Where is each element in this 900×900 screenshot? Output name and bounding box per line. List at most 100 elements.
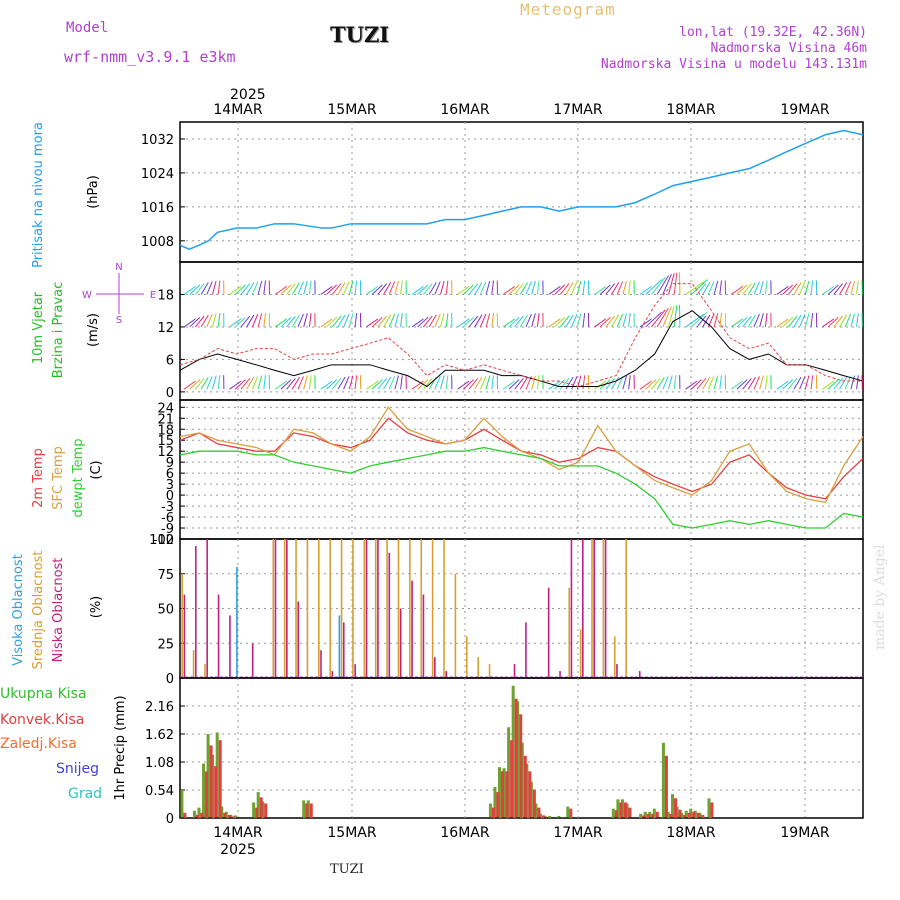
wind-barb — [217, 312, 221, 328]
wind-barb — [206, 376, 213, 390]
wind-unit: (m/s) — [86, 313, 101, 347]
wind-barb — [707, 281, 715, 295]
station-title: TUZI — [330, 22, 390, 47]
wind-barb — [326, 379, 338, 390]
wind-barb — [559, 283, 570, 295]
wind-barb — [246, 314, 255, 328]
wind-barb — [519, 282, 528, 295]
temp-unit: (C) — [89, 460, 104, 479]
panel-border — [179, 261, 864, 401]
precip-total-bar — [661, 742, 665, 818]
wind-barb — [651, 377, 661, 390]
precip-total-bar — [566, 806, 570, 818]
wind-barb — [423, 377, 433, 390]
precip-total-bar — [197, 807, 201, 818]
compass-east: E — [150, 290, 156, 301]
wind-barb — [274, 286, 287, 295]
precip-convective-bar — [696, 812, 700, 818]
precip-convective-bar — [560, 816, 564, 818]
wind-barb — [417, 317, 429, 328]
wind-barb — [559, 315, 570, 328]
wind-barb — [320, 286, 333, 295]
wind-barb — [354, 280, 358, 295]
precip-convective-bar — [491, 807, 495, 818]
wind-barb — [251, 313, 259, 328]
wind-barb — [822, 318, 835, 328]
wind-barb — [337, 376, 346, 390]
wind-barb — [656, 275, 669, 295]
wind-barb — [514, 315, 524, 328]
wind-barb — [388, 376, 396, 390]
wind-barb — [696, 377, 707, 390]
wind-barb — [599, 317, 611, 328]
wind-barb — [662, 376, 669, 390]
precip-total-bar — [698, 812, 702, 818]
precip-total-bar — [252, 802, 256, 818]
wind-barb — [690, 311, 708, 328]
wind-barb — [730, 380, 743, 390]
wind-barb — [440, 280, 445, 295]
precip-convective-bar — [569, 808, 573, 818]
precip-total-bar — [302, 800, 306, 818]
y-tick-label: 21 — [157, 412, 174, 427]
wind-barb — [423, 283, 433, 295]
wind-barb — [645, 379, 657, 390]
precip-total-bar — [666, 811, 670, 818]
wind-barb — [576, 280, 582, 295]
wind-barb — [394, 313, 400, 328]
wind-barb — [628, 375, 631, 390]
wind-barb — [331, 315, 342, 328]
wind-barb — [776, 286, 789, 295]
precip-convective-bar — [227, 814, 231, 818]
wind-barb — [662, 306, 672, 328]
precip-total-bar — [261, 801, 265, 818]
wind-barb — [856, 280, 859, 295]
wind-barb — [742, 315, 752, 328]
compass-north: N — [115, 262, 122, 273]
wind-barb — [508, 379, 520, 390]
wind-barb — [371, 284, 383, 295]
precip-convective-bar — [546, 816, 550, 818]
wind-barb — [240, 315, 251, 328]
wind-barb — [251, 376, 259, 390]
temp-dewpt-line — [179, 446, 864, 529]
temp-2m-title: 2m Temp — [31, 448, 46, 508]
cloud-unit: (%) — [89, 596, 104, 619]
wind-barb — [782, 317, 794, 328]
wind-barb — [491, 312, 495, 328]
wind-barb — [217, 280, 221, 295]
precip-total-bar — [616, 799, 620, 818]
wind-barb — [457, 318, 470, 328]
wind-barb — [833, 283, 843, 295]
wind-barb — [804, 375, 810, 390]
wind-barb — [736, 317, 748, 328]
precip-total-bar — [684, 810, 688, 818]
wind-barb — [331, 283, 342, 295]
wind-barb — [850, 313, 856, 328]
wind-barb — [474, 376, 483, 390]
wind-barb — [297, 376, 304, 390]
wind-barb — [616, 376, 624, 390]
wind-barb — [217, 375, 221, 390]
wind-barb — [348, 375, 354, 390]
wind-barb — [343, 281, 350, 295]
y-tick-label: 25 — [157, 637, 174, 652]
precip-total-bar — [229, 814, 233, 818]
y-tick-label: -9 — [161, 522, 174, 537]
wind-barb — [594, 318, 607, 328]
wind-barb — [702, 314, 711, 328]
y-tick-label: 24 — [157, 401, 174, 416]
panel-border — [179, 399, 864, 540]
y-tick-label: -6 — [161, 511, 174, 526]
wind-barb — [263, 280, 267, 295]
precip-convective-bar — [532, 789, 536, 818]
wind-barb — [833, 315, 843, 328]
precip-convective-bar — [664, 755, 668, 818]
wind-barb — [536, 280, 540, 295]
precip-convective-bar — [236, 816, 240, 818]
precip-total-bar — [611, 808, 615, 818]
wind-barb — [479, 281, 487, 295]
wind-barb — [576, 313, 582, 328]
wind-barb — [234, 284, 246, 295]
